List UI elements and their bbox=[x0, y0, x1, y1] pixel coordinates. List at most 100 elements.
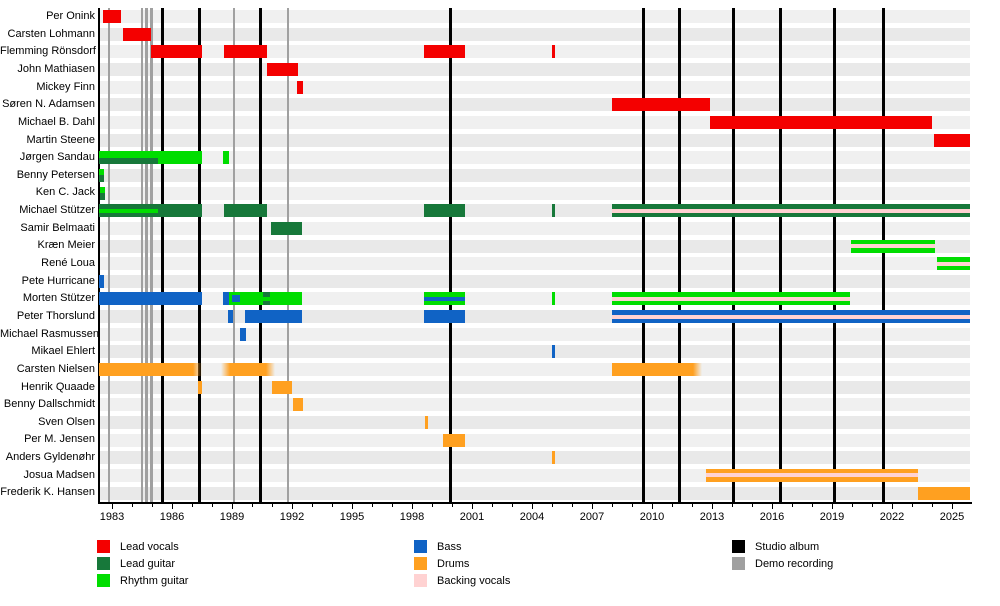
member-row-stripe bbox=[98, 98, 970, 112]
studio-album-line bbox=[448, 8, 452, 502]
member-row-stripe bbox=[98, 398, 970, 412]
member-label: Sven Olsen bbox=[38, 415, 95, 428]
timeline-bar-lead_guitar bbox=[263, 292, 270, 306]
x-axis-major-tick bbox=[531, 504, 533, 509]
member-label: Josua Madsen bbox=[23, 468, 95, 481]
member-row-stripe bbox=[98, 345, 970, 359]
demo-recording-line bbox=[286, 8, 290, 502]
member-label: Flemming Rönsdorf bbox=[0, 45, 96, 58]
x-axis-major-tick bbox=[231, 504, 233, 509]
role-stripe-backing_vocals bbox=[612, 296, 850, 301]
member-label: Morten Stützer bbox=[22, 292, 95, 305]
member-label: Per Onink bbox=[46, 10, 95, 22]
member-row-stripe bbox=[98, 363, 970, 377]
x-axis-tick-label: 1995 bbox=[339, 511, 365, 523]
timeline-bar-rhythm_guitar bbox=[223, 151, 229, 165]
timeline-bar-lead_guitar bbox=[552, 204, 555, 218]
member-row-stripe bbox=[98, 168, 970, 182]
member-label: Carsten Lohmann bbox=[7, 27, 95, 40]
legend-swatch-demo_recording bbox=[732, 557, 745, 570]
member-label: Per M. Jensen bbox=[24, 433, 95, 446]
legend-label-studio_album: Studio album bbox=[755, 541, 820, 553]
x-axis-minor-tick bbox=[131, 504, 133, 507]
x-axis-minor-tick bbox=[211, 504, 213, 507]
timeline-bar-lead_vocals bbox=[224, 45, 267, 59]
member-label: Ken C. Jack bbox=[35, 186, 95, 199]
member-row-stripe bbox=[98, 274, 970, 288]
x-axis-minor-tick bbox=[511, 504, 513, 507]
x-axis-tick-label: 2019 bbox=[819, 511, 845, 523]
studio-album-line bbox=[197, 8, 201, 502]
timeline-bar-lead_guitar bbox=[158, 204, 202, 218]
member-label: Michael B. Dahl bbox=[17, 115, 95, 128]
studio-album-line bbox=[641, 8, 645, 502]
x-axis-minor-tick bbox=[911, 504, 913, 507]
x-axis-minor-tick bbox=[791, 504, 793, 507]
x-axis-tick-label: 2025 bbox=[939, 511, 965, 523]
timeline-bar-lead_vocals bbox=[934, 133, 970, 147]
x-axis-tick-label: 1983 bbox=[99, 511, 125, 523]
x-axis-minor-tick bbox=[751, 504, 753, 507]
legend-label-drums: Drums bbox=[437, 558, 470, 570]
x-axis-minor-tick bbox=[271, 504, 273, 507]
timeline-bar-rhythm_guitar bbox=[424, 292, 465, 306]
role-stripe-backing_vocals bbox=[706, 473, 918, 478]
x-axis-minor-tick bbox=[491, 504, 493, 507]
timeline-bar-bass bbox=[228, 310, 233, 324]
x-axis-minor-tick bbox=[331, 504, 333, 507]
legend-swatch-rhythm_guitar bbox=[97, 574, 110, 587]
timeline-bar-bass bbox=[612, 310, 970, 324]
role-stripe-bass bbox=[424, 296, 465, 301]
timeline-bar-bass bbox=[223, 292, 229, 306]
x-axis-tick-label: 1986 bbox=[159, 511, 185, 523]
x-axis-major-tick bbox=[951, 504, 953, 509]
role-stripe-backing_vocals bbox=[612, 208, 970, 213]
x-axis-minor-tick bbox=[731, 504, 733, 507]
member-label: John Mathiasen bbox=[17, 62, 95, 75]
timeline-bar-lead_guitar bbox=[99, 204, 158, 218]
legend-label-lead_vocals: Lead vocals bbox=[120, 541, 179, 553]
studio-album-line bbox=[731, 8, 735, 502]
x-axis-tick-label: 2007 bbox=[579, 511, 605, 523]
x-axis-minor-tick bbox=[571, 504, 573, 507]
member-row-stripe bbox=[98, 27, 970, 41]
member-row-stripe bbox=[98, 486, 970, 500]
timeline-bar-drums bbox=[99, 363, 202, 377]
timeline-bar-rhythm_guitar bbox=[612, 292, 850, 306]
x-axis-major-tick bbox=[591, 504, 593, 509]
timeline-bar-lead_vocals bbox=[710, 116, 932, 130]
x-axis-tick-label: 2016 bbox=[759, 511, 785, 523]
member-label: Anders Gyldenøhr bbox=[5, 451, 95, 464]
x-axis-tick-label: 1992 bbox=[279, 511, 305, 523]
member-label: Henrik Quaade bbox=[21, 380, 95, 393]
member-label: Martin Steene bbox=[26, 133, 95, 146]
legend-label-backing_vocals: Backing vocals bbox=[437, 575, 511, 587]
timeline-bar-lead_vocals bbox=[123, 27, 151, 41]
x-axis-tick-label: 2010 bbox=[639, 511, 665, 523]
timeline-bar-lead_vocals bbox=[424, 45, 465, 59]
x-axis-tick-label: 2004 bbox=[519, 511, 545, 523]
timeline-bar-bass bbox=[240, 327, 246, 341]
x-axis-major-tick bbox=[111, 504, 113, 509]
member-label: Michael Rasmussen bbox=[0, 327, 100, 340]
x-axis-major-tick bbox=[291, 504, 293, 509]
role-stripe-lead_guitar bbox=[100, 193, 105, 200]
x-axis-major-tick bbox=[171, 504, 173, 509]
role-stripe-rhythm_guitar bbox=[263, 296, 270, 301]
member-row-stripe bbox=[98, 415, 970, 429]
member-label: Benny Petersen bbox=[16, 168, 95, 181]
member-row-stripe bbox=[98, 433, 970, 447]
member-label: Frederik K. Hansen bbox=[0, 486, 95, 499]
timeline-bar-lead_vocals bbox=[151, 45, 202, 59]
x-axis-minor-tick bbox=[931, 504, 933, 507]
studio-album-line bbox=[778, 8, 782, 502]
timeline-bar-bass bbox=[99, 292, 202, 306]
x-axis-tick-label: 1989 bbox=[219, 511, 245, 523]
member-label: René Loua bbox=[41, 257, 95, 269]
member-label: Jørgen Sandau bbox=[19, 151, 95, 164]
x-axis-major-tick bbox=[351, 504, 353, 509]
x-axis-minor-tick bbox=[871, 504, 873, 507]
member-row-stripe bbox=[98, 380, 970, 394]
member-row-stripe bbox=[98, 80, 970, 94]
